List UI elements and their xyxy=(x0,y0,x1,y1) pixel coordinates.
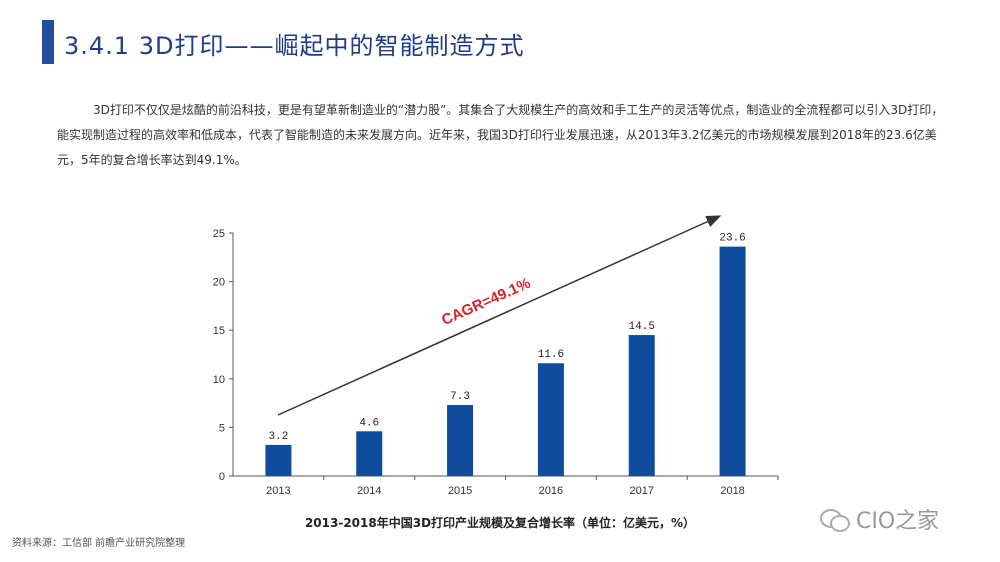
y-tick-label: 15 xyxy=(213,325,225,337)
y-tick-label: 5 xyxy=(219,422,225,434)
data-label-2018: 23.6 xyxy=(719,233,745,245)
page-title: 3.4.1 3D打印——崛起中的智能制造方式 xyxy=(64,32,525,60)
y-tick-label: 0 xyxy=(219,471,225,483)
x-tick-label-2018: 2018 xyxy=(720,485,744,497)
title-accent-bar xyxy=(42,20,54,64)
data-label-2017: 14.5 xyxy=(629,321,655,333)
x-tick-label-2017: 2017 xyxy=(630,485,654,497)
cagr-trend-arrow xyxy=(277,215,722,416)
data-label-2014: 4.6 xyxy=(359,417,379,429)
y-tick-label: 10 xyxy=(213,374,225,386)
bar-2013 xyxy=(265,444,292,476)
intro-paragraph: 3D打印不仅仅是炫酷的前沿科技，更是有望革新制造业的“潜力股”。其集合了大规模生… xyxy=(57,103,944,167)
chart-title: 2013-2018年中国3D打印产业规模及复合增长率（单位：亿美元，%） xyxy=(305,515,695,530)
watermark: CIO之家 xyxy=(820,503,939,535)
watermark-text: CIO之家 xyxy=(856,509,940,534)
y-tick-label: 25 xyxy=(213,228,225,240)
x-tick-label-2014: 2014 xyxy=(357,485,381,497)
bar-2017 xyxy=(628,335,655,476)
x-tick-label-2013: 2013 xyxy=(266,485,290,497)
y-tick-label: 20 xyxy=(213,277,225,289)
source-note: 资料来源：工信部 前瞻产业研究院整理 xyxy=(12,538,186,549)
data-label-2015: 7.3 xyxy=(450,391,470,403)
bar-2016 xyxy=(537,363,564,476)
data-label-2013: 3.2 xyxy=(269,431,289,443)
bar-2018 xyxy=(719,246,746,476)
wechat-icon xyxy=(820,507,850,532)
x-tick-label-2015: 2015 xyxy=(448,485,472,497)
data-label-2016: 11.6 xyxy=(538,349,564,361)
bar-2014 xyxy=(356,431,383,476)
x-tick-label-2016: 2016 xyxy=(539,485,563,497)
bar-2015 xyxy=(447,405,474,476)
